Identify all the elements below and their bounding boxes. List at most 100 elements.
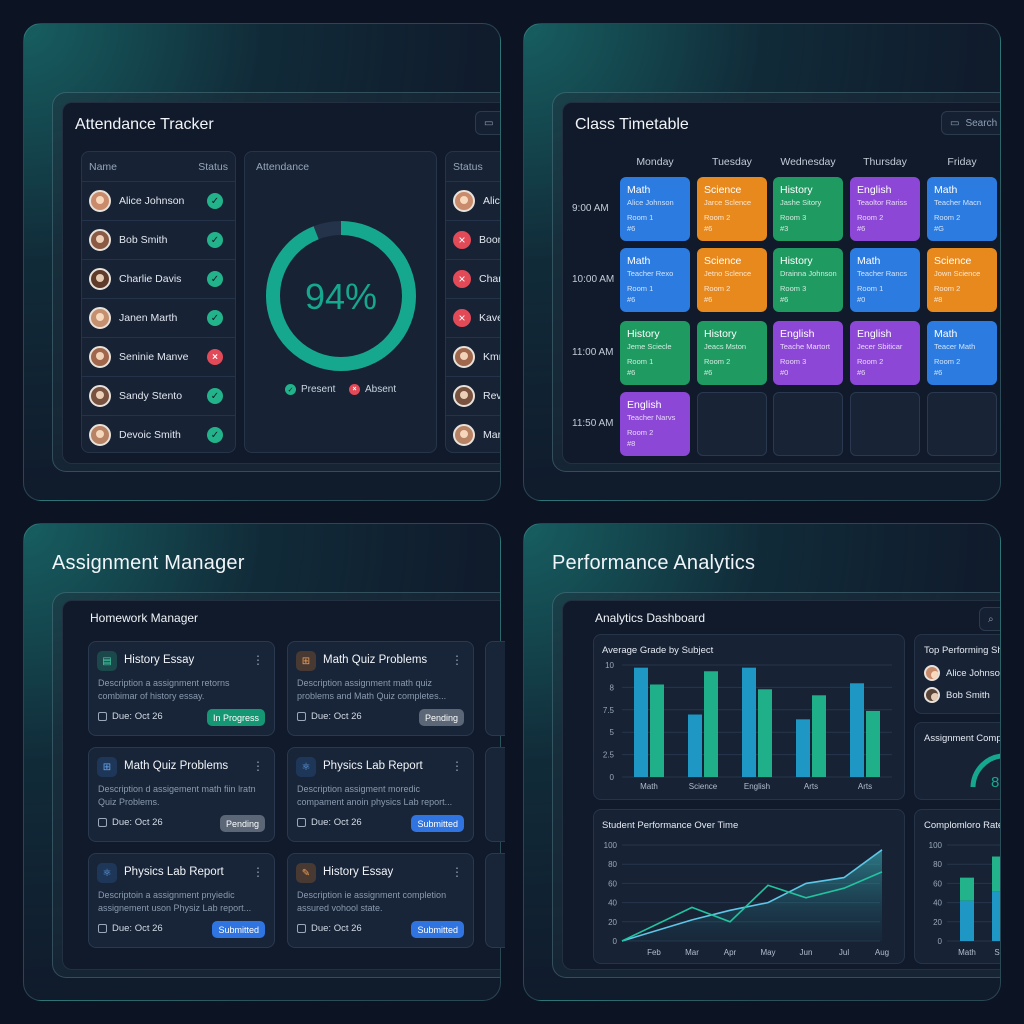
status-badge: Pending	[418, 709, 464, 726]
avatar	[89, 229, 111, 251]
calendar-icon	[98, 924, 107, 933]
table-row[interactable]: × Char	[446, 259, 501, 298]
calendar-icon: ▭	[950, 117, 960, 129]
table-row[interactable]: Devoic Smith ✓	[82, 415, 235, 452]
assignment-card[interactable]: ⊞ Math Quiz Problems ⋮ Description d assige…	[88, 747, 275, 842]
class-slot[interactable]: Math Teacher Rancs Room 1 #0	[850, 248, 920, 312]
class-subject: Math	[934, 184, 958, 196]
table-row[interactable]: Janen Marth ✓	[82, 298, 235, 337]
avatar	[89, 385, 111, 407]
class-room: Room 2	[704, 284, 731, 293]
assignment-description: Descriptoin a assignment pnyiedic assign…	[98, 890, 252, 913]
class-number: #6	[627, 224, 636, 233]
status-badge: Pending	[219, 815, 265, 832]
student-name: Char	[479, 273, 501, 285]
x-tick-label: Arts	[804, 782, 818, 791]
bar	[812, 695, 826, 777]
class-slot[interactable]: History Drainna Johnson Room 3 #6	[773, 248, 843, 312]
class-subject: English	[857, 184, 892, 196]
empty-slot[interactable]	[773, 392, 843, 456]
assignment-card-partial	[485, 641, 505, 736]
class-slot[interactable]: Math Teacher Macn Room 2 #G	[927, 177, 997, 241]
table-row[interactable]: Kmn	[446, 337, 500, 376]
y-tick-label: 40	[608, 899, 617, 908]
assignment-card[interactable]: ▤ History Essay ⋮ Description a assignment …	[88, 641, 275, 736]
student-name: Charlie Davis	[119, 273, 182, 285]
table-row[interactable]: × Kave	[446, 298, 501, 337]
y-tick-label: 0	[613, 937, 618, 946]
assignment-card[interactable]: ⚛ Physics Lab Report ⋮ Description assigmen…	[287, 747, 474, 842]
assignment-title: Math Quiz Problems	[323, 654, 428, 666]
assignment-card[interactable]: ✎ History Essay ⋮ Description ie assignment…	[287, 853, 474, 948]
bar	[634, 667, 648, 777]
class-slot[interactable]: Science Jown Science Room 2 #8	[927, 248, 997, 312]
class-slot[interactable]: History Jeacs Mston Room 2 #6	[697, 321, 767, 385]
cross-icon: ×	[207, 349, 223, 365]
more-options-icon[interactable]: ⋮	[252, 865, 264, 879]
table-row[interactable]: Reve	[446, 376, 500, 415]
table-row[interactable]: Mars	[446, 415, 500, 452]
student-name: Kmn	[483, 351, 500, 363]
status-badge: Submitted	[411, 815, 464, 832]
assignment-title: Math Quiz Problems	[124, 760, 229, 772]
more-options-icon[interactable]: ⋮	[451, 865, 463, 879]
class-room: Room 1	[857, 284, 884, 293]
table-row[interactable]: Alice	[446, 181, 500, 220]
top-student-row[interactable]: Bob Smith	[924, 687, 990, 703]
search-button[interactable]: ⌕	[979, 607, 1000, 631]
class-slot[interactable]: Math Teacher Rexo Room 1 #6	[620, 248, 690, 312]
class-number: #6	[857, 368, 866, 377]
class-slot[interactable]: Science Jarce Sclence Room 2 #6	[697, 177, 767, 241]
time-label: 11:00 AM	[572, 347, 614, 358]
empty-slot[interactable]	[850, 392, 920, 456]
table-row[interactable]: Bob Smith ✓	[82, 220, 235, 259]
table-row[interactable]: Seninie Manve ×	[82, 337, 235, 376]
attendance-panel: Attendance Tracker ▭ Se Name Status Alic…	[23, 23, 501, 501]
student-name: Reve	[483, 390, 500, 402]
class-slot[interactable]: Math Teacer Math Room 2 #6	[927, 321, 997, 385]
class-slot[interactable]: English Jecer Sbiticar Room 2 #6	[850, 321, 920, 385]
table-row[interactable]: × Boon	[446, 220, 500, 259]
class-slot[interactable]: History Jashe Sitory Room 3 #3	[773, 177, 843, 241]
class-slot[interactable]: History Jeme Sciecle Room 1 #6	[620, 321, 690, 385]
class-number: #6	[934, 368, 943, 377]
cross-icon: ×	[349, 384, 360, 395]
empty-slot[interactable]	[697, 392, 767, 456]
column-header-name: Name	[89, 161, 118, 173]
assignment-title: History Essay	[124, 654, 195, 666]
search-input[interactable]: ▭ Search c	[941, 111, 1000, 135]
class-subject: History	[627, 328, 660, 340]
student-name: Sandy Stento	[119, 390, 183, 402]
student-name: Kave	[479, 312, 501, 324]
cross-icon: ×	[453, 231, 471, 249]
empty-slot[interactable]	[927, 392, 997, 456]
class-slot[interactable]: Science Jetno Sclence Room 2 #6	[697, 248, 767, 312]
chart-title: Student Performance Over Time	[602, 820, 739, 831]
assignment-description: Description assignment math quiz problem…	[297, 678, 447, 701]
student-name: Alice Johnson	[119, 195, 185, 207]
class-number: #6	[704, 295, 713, 304]
calendar-icon	[98, 712, 107, 721]
class-slot[interactable]: English Teacher Narvs Room 2 #8	[620, 392, 690, 456]
table-row[interactable]: Sandy Stento ✓	[82, 376, 235, 415]
more-options-icon[interactable]: ⋮	[252, 759, 264, 773]
attendance-chart-card: Attendance 94% ✓ Present × Absent	[244, 151, 437, 453]
class-slot[interactable]: English Teache Martort Room 3 #0	[773, 321, 843, 385]
top-student-row[interactable]: Alice Johnson	[924, 665, 1000, 681]
more-options-icon[interactable]: ⋮	[252, 653, 264, 667]
chart-title: Average Grade by Subject	[602, 645, 714, 656]
check-icon: ✓	[207, 193, 223, 209]
table-row[interactable]: Charlie Davis ✓	[82, 259, 235, 298]
class-slot[interactable]: Math Alice Johnson Room 1 #6	[620, 177, 690, 241]
search-input[interactable]: ▭ Se	[475, 111, 500, 135]
time-label: 9:00 AM	[572, 203, 609, 214]
table-row[interactable]: Alice Johnson ✓	[82, 181, 235, 220]
assignment-card[interactable]: ⚛ Physics Lab Report ⋮ Descriptoin a assign…	[88, 853, 275, 948]
performance-line-chart: 0 20 40 60 80 100 Feb Mar Apr May Jun Jul Aug	[604, 841, 889, 957]
card-title: Top Performing Sh	[924, 645, 1000, 656]
assignment-card[interactable]: ⊞ Math Quiz Problems ⋮ Description assignme…	[287, 641, 474, 736]
class-slot[interactable]: English Teaoltor Rariss Room 2 #6	[850, 177, 920, 241]
more-options-icon[interactable]: ⋮	[451, 653, 463, 667]
more-options-icon[interactable]: ⋮	[451, 759, 463, 773]
calendar-icon	[297, 818, 306, 827]
